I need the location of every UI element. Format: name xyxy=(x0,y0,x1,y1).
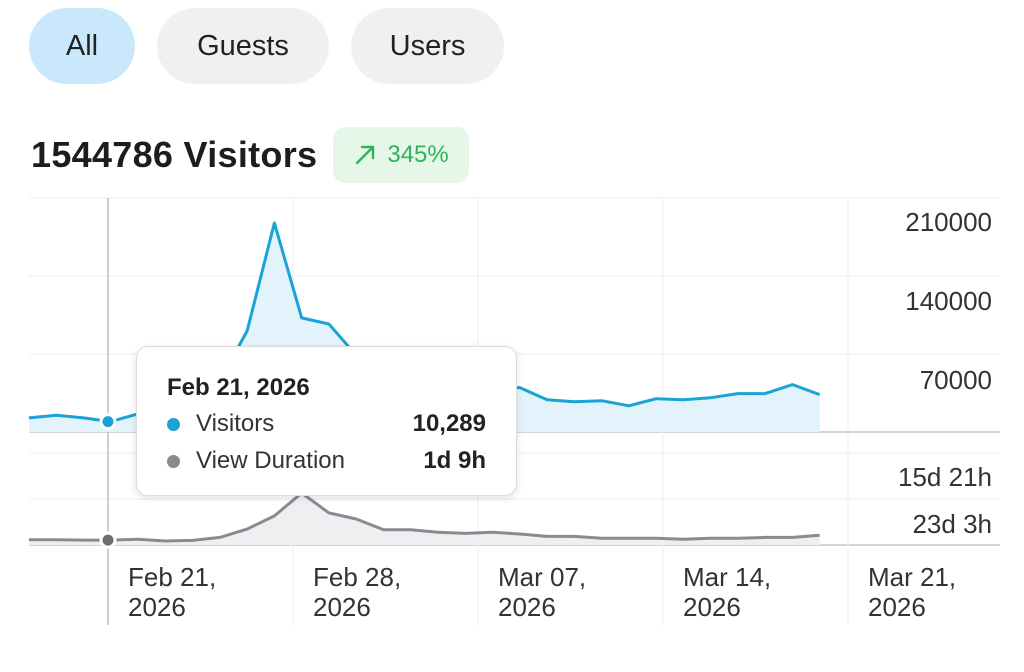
x-tick-label: 2026 xyxy=(498,592,556,622)
tab-all[interactable]: All xyxy=(29,8,135,84)
x-tick-label: Feb 28, xyxy=(313,562,401,592)
y-tick-label: 210000 xyxy=(905,207,992,237)
arrow-up-right-icon xyxy=(356,145,375,165)
y-tick-label: 15d 21h xyxy=(898,462,992,492)
x-tick-label: Mar 21, xyxy=(868,562,956,592)
headline: 1544786 Visitors 345% xyxy=(31,127,469,183)
y-tick-label: 70000 xyxy=(920,365,992,395)
tooltip-label-duration: View Duration xyxy=(196,447,345,474)
chart-tooltip: Feb 21, 2026 Visitors 10,289 View Durati… xyxy=(136,346,517,496)
y-tick-label: 140000 xyxy=(905,286,992,316)
x-tick-label: 2026 xyxy=(313,592,371,622)
x-tick-label: Mar 07, xyxy=(498,562,586,592)
x-tick-label: Feb 21, xyxy=(128,562,216,592)
duration-legend-dot xyxy=(167,454,180,468)
change-badge: 345% xyxy=(333,127,469,183)
tooltip-label-visitors: Visitors xyxy=(196,410,275,437)
segment-tabs: All Guests Users xyxy=(29,8,504,84)
duration-area xyxy=(29,493,820,545)
change-value: 345% xyxy=(387,141,449,168)
tab-users[interactable]: Users xyxy=(351,8,504,84)
tooltip-date: Feb 21, 2026 xyxy=(167,374,310,401)
y-tick-label: 23d 3h xyxy=(912,509,992,539)
tooltip-value-duration: 1d 9h xyxy=(423,447,486,474)
x-tick-label: Mar 14, xyxy=(683,562,771,592)
visitors-hover-point xyxy=(99,413,117,431)
visitors-total: 1544786 Visitors xyxy=(31,134,318,175)
tooltip-row-duration: View Duration 1d 9h xyxy=(167,446,486,476)
tooltip-value-visitors: 10,289 xyxy=(412,410,486,437)
duration-hover-point xyxy=(99,531,117,549)
x-tick-label: 2026 xyxy=(128,592,186,622)
x-tick-label: 2026 xyxy=(868,592,926,622)
duration-line xyxy=(29,491,820,543)
x-tick-label: 2026 xyxy=(683,592,741,622)
tooltip-row-visitors: Visitors 10,289 xyxy=(167,409,486,439)
tab-guests[interactable]: Guests xyxy=(157,8,329,84)
visitors-legend-dot xyxy=(167,417,180,431)
